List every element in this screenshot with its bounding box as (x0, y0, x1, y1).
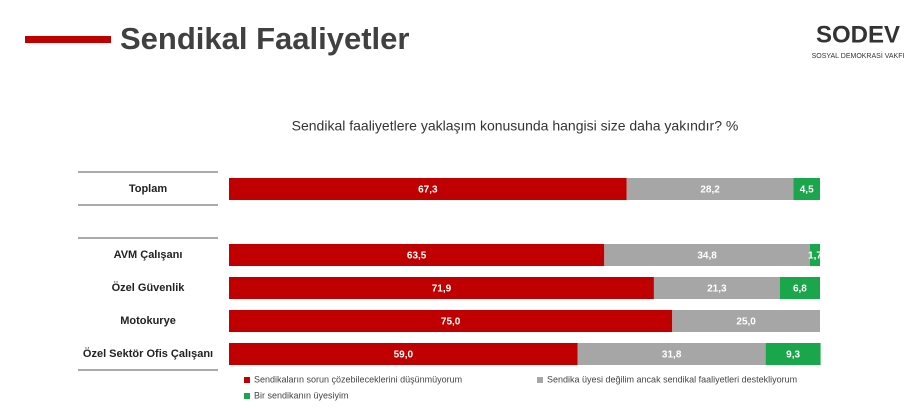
value-label: 67,3 (418, 185, 438, 196)
value-label: 9,3 (786, 350, 800, 361)
bar-segment (765, 343, 821, 365)
legend-swatch (244, 377, 250, 383)
bar-segment (809, 244, 820, 266)
category-label: Motokurye (120, 315, 176, 327)
category-label: Toplam (129, 183, 168, 195)
bar-segment (229, 178, 627, 200)
category-label: Özel Güvenlik (112, 281, 186, 294)
legend-label: Bir sendikanın üyesiyim (254, 390, 349, 400)
value-label: 6,8 (793, 284, 807, 295)
row-separators (78, 171, 218, 371)
bar-segment (229, 244, 605, 266)
legend-swatch (537, 377, 543, 383)
value-label: 31,8 (662, 350, 682, 361)
value-label: 71,9 (432, 284, 452, 295)
bar-segment (672, 310, 820, 332)
category-label: Özel Sektör Ofis Çalışanı (83, 347, 213, 360)
bar-segment (577, 343, 766, 365)
bar-segment (793, 178, 820, 200)
bar-segment (229, 310, 673, 332)
legend-swatch (244, 393, 250, 399)
value-label: 25,0 (736, 317, 756, 328)
logo-name: SODEV (816, 21, 900, 48)
category-label: AVM Çalışanı (114, 249, 183, 261)
bar-segment (626, 178, 794, 200)
value-label: 28,2 (700, 185, 720, 196)
value-label: 21,3 (707, 284, 727, 295)
value-label: 1,7 (808, 251, 822, 262)
value-label: 4,5 (800, 185, 814, 196)
value-label: 75,0 (441, 317, 461, 328)
bar-segment (604, 244, 810, 266)
bar-segment (779, 277, 820, 299)
chart-title: Sendikal Faaliyetler (120, 21, 409, 56)
bar-segment (229, 343, 578, 365)
bar-segment (653, 277, 780, 299)
legend-label: Sendika üyesi değilim ancak sendikal faa… (547, 374, 797, 384)
value-label: 63,5 (407, 251, 427, 262)
value-label: 34,8 (697, 251, 717, 262)
title-accent (25, 36, 111, 43)
logo-subtitle: SOSYAL DEMOKRASİ VAKFI (812, 51, 905, 60)
value-label: 59,0 (394, 350, 414, 361)
chart-subtitle: Sendikal faaliyetlere yaklaşım konusunda… (292, 118, 739, 134)
legend-label: Sendikaların sorun çözebileceklerini düş… (254, 374, 462, 384)
bar-segment (229, 277, 654, 299)
